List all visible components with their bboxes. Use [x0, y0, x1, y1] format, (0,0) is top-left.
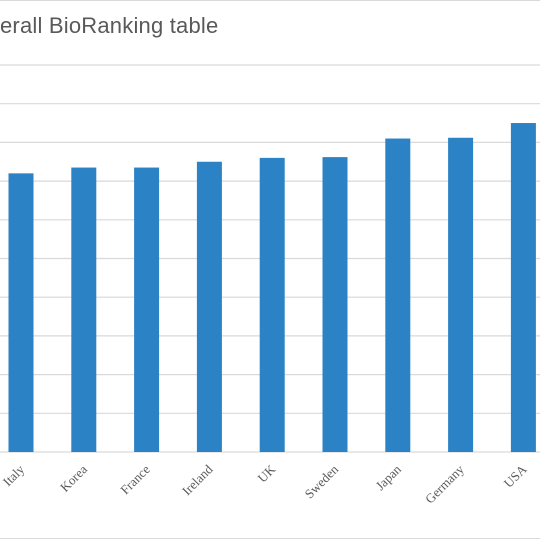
bar-japan [385, 138, 411, 452]
x-tick-label-germany: Germany [422, 461, 467, 506]
x-tick-labels: Italy Korea France Ireland UK Sweden Japan Germ… [0, 461, 530, 506]
x-tick-label-uk: UK [255, 461, 279, 485]
x-tick-label-ireland: Ireland [179, 461, 216, 498]
x-tick-label-japan: Japan [372, 461, 404, 493]
bars [8, 123, 536, 453]
x-tick-label-france: France [117, 461, 153, 497]
bar-ireland [196, 161, 222, 452]
bar-germany [448, 137, 474, 453]
x-tick-label-usa: USA [501, 461, 530, 490]
bar-italy [8, 173, 34, 453]
chart-title: erall BioRanking table [0, 13, 219, 38]
bar-france [134, 167, 160, 452]
bar-korea [71, 167, 97, 452]
bar-uk [259, 157, 285, 452]
x-tick-label-italy: Italy [0, 461, 28, 489]
bar-usa [510, 123, 536, 453]
bar-sweden [322, 157, 348, 452]
x-tick-label-sweden: Sweden [302, 461, 342, 501]
x-tick-label-korea: Korea [57, 461, 90, 494]
